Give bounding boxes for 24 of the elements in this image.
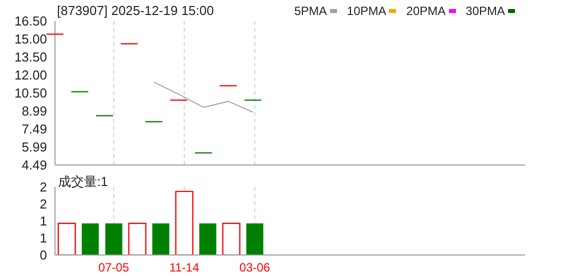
x-tick-label: 03-06	[239, 260, 270, 275]
legend-label: 5PMA	[294, 4, 327, 18]
y-tick-label: 10.50	[14, 86, 47, 101]
y-tick-label: 2	[40, 196, 47, 212]
y-tick-label: 1	[40, 214, 47, 229]
y-tick-label: 5.99	[22, 140, 47, 155]
y-tick-label: 16.50	[14, 14, 47, 29]
y-tick-label: 12.00	[14, 68, 47, 83]
x-tick-label: 07-05	[98, 260, 130, 275]
y-tick-label: 2	[40, 180, 47, 195]
legend-label: 20PMA	[406, 4, 446, 18]
y-tick-label: 7.49	[22, 122, 47, 137]
chart-title: 成交量:1	[58, 173, 108, 191]
y-tick-label: 13.50	[14, 50, 47, 65]
y-tick-label: 0	[40, 248, 47, 263]
line-series	[153, 82, 254, 113]
legend-label: 30PMA	[466, 4, 505, 18]
y-tick-label: 4.49	[22, 158, 47, 173]
y-tick-label: 8.99	[22, 104, 47, 119]
chart-title: [873907] 2025-12-19 15:00	[57, 3, 214, 18]
legend-label: 10PMA	[346, 4, 386, 18]
y-tick-label: 1	[40, 230, 47, 246]
y-tick-label: 15.00	[14, 32, 47, 47]
x-tick-label: 11-14	[169, 260, 200, 275]
